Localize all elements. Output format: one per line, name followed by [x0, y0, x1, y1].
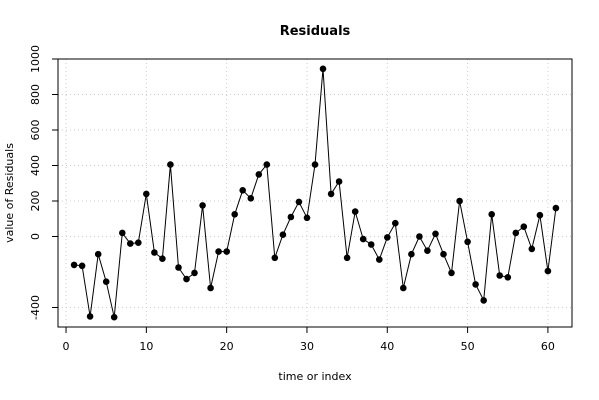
grid — [58, 58, 572, 327]
x-tick-label: 20 — [220, 340, 234, 353]
data-point — [287, 213, 295, 221]
data-point — [231, 211, 238, 218]
data-point — [143, 190, 150, 198]
data-point — [359, 235, 367, 243]
data-point — [544, 267, 552, 275]
data-point — [343, 254, 351, 262]
y-tick-label: -400 — [29, 295, 42, 320]
data-point — [496, 272, 504, 279]
data-point — [456, 197, 463, 205]
data-point — [199, 202, 206, 209]
y-axis-label: value of Residuals — [3, 143, 16, 243]
data-point — [488, 211, 496, 218]
data-point — [480, 297, 488, 304]
x-tick-label: 60 — [541, 340, 555, 353]
data-point — [94, 250, 102, 258]
data-point — [552, 204, 560, 212]
data-point — [215, 248, 222, 255]
data-point — [271, 254, 279, 262]
data-point — [86, 313, 94, 320]
y-tick-label: 1000 — [29, 45, 42, 73]
data-point — [392, 219, 399, 227]
data-point — [424, 247, 431, 254]
data-point — [432, 230, 439, 238]
data-point — [191, 269, 198, 277]
y-tick-label: 800 — [29, 84, 42, 105]
data-point — [127, 240, 134, 247]
data-point — [400, 284, 407, 292]
data-point — [335, 178, 343, 185]
data-point — [384, 234, 391, 241]
chart-title: Residuals — [280, 24, 351, 39]
data-point — [327, 190, 335, 198]
y-tick-label: 200 — [29, 190, 42, 211]
data-point — [207, 284, 214, 292]
data-point — [151, 249, 158, 256]
x-tick-label: 40 — [380, 340, 394, 353]
data-point — [247, 195, 255, 202]
data-point — [70, 261, 78, 269]
data-point — [255, 171, 263, 178]
data-point — [504, 274, 512, 281]
x-tick-label: 0 — [63, 340, 70, 353]
data-point — [135, 239, 142, 246]
data-points — [70, 65, 560, 321]
data-point — [408, 250, 415, 258]
data-point — [464, 238, 471, 246]
data-point — [239, 187, 246, 194]
data-point — [159, 255, 166, 262]
x-tick-label: 10 — [139, 340, 153, 353]
x-axis-label: time or index — [278, 370, 352, 383]
data-point — [367, 241, 375, 248]
plot-frame — [57, 58, 573, 328]
y-tick-label: 0 — [29, 233, 42, 240]
data-point — [351, 208, 359, 215]
data-point — [528, 245, 536, 253]
data-point — [376, 256, 383, 263]
data-point — [183, 275, 190, 283]
data-point — [263, 161, 271, 168]
data-point — [536, 211, 544, 219]
data-point — [279, 231, 287, 238]
x-tick-label: 50 — [461, 340, 475, 353]
data-point — [448, 269, 455, 277]
data-point — [102, 278, 110, 286]
data-point — [223, 248, 230, 255]
x-axis: 0 10 20 30 40 50 60 — [63, 327, 555, 353]
data-point — [311, 161, 319, 168]
data-point — [303, 214, 311, 222]
data-point — [110, 313, 118, 321]
data-point — [119, 229, 126, 237]
data-point — [167, 161, 174, 168]
data-point — [78, 262, 86, 270]
data-point — [295, 198, 303, 206]
data-point — [416, 233, 423, 240]
data-point — [512, 229, 520, 237]
data-point — [319, 65, 327, 73]
y-tick-label: 400 — [29, 155, 42, 176]
y-tick-label: 600 — [29, 119, 42, 140]
x-tick-label: 30 — [300, 340, 314, 353]
data-point — [472, 281, 479, 288]
data-point — [175, 264, 182, 271]
y-axis: -400 0 200 400 600 800 1000 — [29, 45, 58, 320]
data-point — [440, 250, 447, 258]
data-point — [520, 223, 528, 230]
